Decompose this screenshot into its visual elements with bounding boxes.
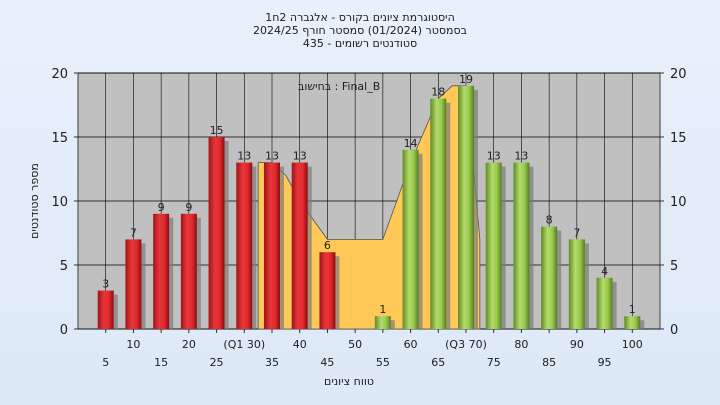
data-label: 15 [210,124,224,137]
x-tick-label: 50 [348,338,362,351]
x-tick-label: 20 [182,338,196,351]
bar-shadow [252,166,257,329]
chart-title-line-1: היסטוגרמת ציונים בקורס - אלגברה 2ח1 [265,11,455,24]
data-label: 6 [324,239,331,252]
x-tick-label: 75 [487,356,501,369]
x-tick-label: 55 [376,356,390,369]
bar-shadow [113,294,118,329]
x-tick-label: 5 [102,356,109,369]
y-tick-label-left: 0 [60,323,68,338]
bar-shadow [584,243,589,329]
bar-shadow [280,166,284,329]
data-label: 13 [265,150,279,163]
legend-annotation: בחישוב : Final_B [298,80,380,93]
bar-90 [568,239,585,329]
x-tick-label: 25 [210,356,224,369]
x-tick-label: (Q3 70) [445,338,487,351]
x-tick-label: 90 [570,338,584,351]
bar-10 [125,239,142,329]
y-tick-label-right: 10 [670,195,687,210]
data-label: 8 [546,214,553,227]
bar-shadow [169,217,174,329]
data-label: 14 [404,137,418,150]
bar-shadow [640,320,645,329]
x-axis-label: טווח ציונים [324,375,374,388]
x-tick-label: 65 [431,356,445,369]
bar-shadow [307,166,312,329]
data-label: 1 [379,303,386,316]
bar-55 [374,316,391,329]
bar-75 [485,162,502,329]
y-tick-label-left: 15 [51,131,68,146]
data-label: 13 [514,150,528,163]
x-tick-label: 80 [514,338,528,351]
y-tick-label-left: 10 [51,195,68,210]
data-label: 1 [629,303,636,316]
bar-shadow [529,166,534,329]
x-tick-label: 95 [598,356,612,369]
bar-shadow [612,281,617,329]
bar-(Q3 70) [458,85,474,329]
data-label: 7 [573,226,580,239]
y-axis-label: מספר סטודנטים [28,163,41,239]
data-label: 4 [601,265,608,278]
y-tick-label-left: 5 [60,259,68,274]
data-label: 3 [102,278,109,291]
x-tick-label: 100 [622,338,643,351]
y-tick-label-right: 15 [670,131,687,146]
data-label: 9 [185,201,192,214]
y-tick-label-right: 5 [670,259,678,274]
chart-title-line-3: סטודנטים רשומים - 435 [302,37,418,50]
bar-shadow [474,89,478,329]
data-label: 7 [130,226,137,239]
bar-(Q1 30) [236,162,253,329]
x-tick-label: 45 [320,356,334,369]
data-label: 19 [459,73,473,86]
bar-shadow [141,243,146,329]
bar-85 [541,226,558,329]
bar-65 [430,98,447,329]
data-label: 13 [237,150,251,163]
data-label: 13 [487,150,501,163]
bar-15 [153,213,170,329]
bar-5 [97,290,114,329]
data-label: 13 [293,150,307,163]
bar-80 [513,162,530,329]
bar-shadow [390,320,395,329]
bar-95 [596,277,613,329]
x-tick-label: 35 [265,356,279,369]
bar-shadow [224,141,229,329]
data-label: 9 [158,201,165,214]
bar-100 [624,316,641,329]
data-label: 18 [431,86,445,99]
bar-20 [180,213,197,329]
x-tick-label: 85 [542,356,556,369]
bar-shadow [557,230,562,329]
bar-40 [291,162,308,329]
bar-shadow [501,166,506,329]
bar-60 [402,149,419,329]
x-tick-label: 40 [293,338,307,351]
x-tick-label: 10 [126,338,140,351]
bar-shadow [418,153,423,329]
x-tick-label: 15 [154,356,168,369]
bar-shadow [196,217,201,329]
x-tick-label: (Q1 30) [223,338,265,351]
chart-title-line-2: בסמסטר (01/2024) סמסטר חורף 2024/25 [253,24,467,37]
y-tick-label-left: 20 [51,67,68,82]
bar-45 [319,252,336,329]
y-tick-label-right: 0 [670,323,678,338]
bar-35 [264,162,280,329]
x-tick-label: 60 [404,338,418,351]
bar-shadow [446,102,451,329]
bar-25 [208,137,225,329]
bar-shadow [335,256,340,329]
y-tick-label-right: 20 [670,67,687,82]
